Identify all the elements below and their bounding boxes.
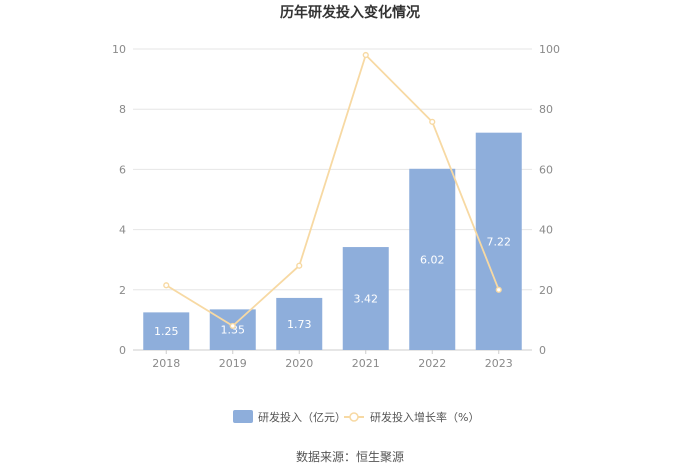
x-tick-label: 2022 xyxy=(418,357,446,370)
left-tick-label: 6 xyxy=(119,163,126,176)
legend: 研发投入（亿元） 研发投入增长率（%） xyxy=(233,410,479,424)
growth-point-2020 xyxy=(296,262,303,269)
legend-bar-label: 研发投入（亿元） xyxy=(258,410,346,424)
bar-2023 xyxy=(475,132,522,350)
growth-point-2019 xyxy=(229,322,236,330)
growth-point-2021 xyxy=(362,51,369,59)
bar-value-label: 7.22 xyxy=(487,235,512,248)
x-tick-label: 2020 xyxy=(285,357,313,370)
bar-value-label: 3.42 xyxy=(354,293,379,306)
left-tick-label: 0 xyxy=(119,344,126,357)
bar-2022 xyxy=(409,168,456,350)
chart-title: 历年研发投入变化情况 xyxy=(280,4,420,21)
legend-item-bar[interactable]: 研发投入（亿元） xyxy=(233,410,346,424)
x-tick-label: 2021 xyxy=(352,357,380,370)
bar-value-label: 1.35 xyxy=(221,324,246,337)
right-tick-label: 0 xyxy=(539,344,546,357)
left-axis: 0 2 4 6 8 10 xyxy=(112,43,126,357)
growth-point-2022 xyxy=(429,118,436,125)
legend-item-line[interactable]: 研发投入增长率（%） xyxy=(344,410,479,424)
gridlines xyxy=(133,48,532,351)
right-tick-label: 40 xyxy=(539,224,553,237)
growth-point-2018 xyxy=(163,282,170,289)
x-tick-label: 2023 xyxy=(485,357,513,370)
right-axis: 0 20 40 60 80 100 xyxy=(539,43,560,357)
line-series xyxy=(163,51,502,330)
bar-series: 1.25 1.35 1.73 3.42 6.02 7.22 xyxy=(143,132,522,350)
right-tick-label: 20 xyxy=(539,284,553,297)
legend-bar-swatch xyxy=(233,410,253,423)
left-tick-label: 10 xyxy=(112,43,126,56)
right-tick-label: 100 xyxy=(539,43,560,56)
growth-point-2023 xyxy=(495,286,502,293)
x-tick-label: 2019 xyxy=(219,357,247,370)
left-tick-label: 4 xyxy=(119,224,126,237)
bar-value-label: 6.02 xyxy=(420,253,445,266)
left-tick-label: 8 xyxy=(119,103,126,116)
bar-2018 xyxy=(143,312,190,350)
right-tick-label: 80 xyxy=(539,103,553,116)
bar-value-label: 1.25 xyxy=(154,325,179,338)
source-note: 数据来源：恒生聚源 xyxy=(296,449,404,464)
right-tick-label: 60 xyxy=(539,163,553,176)
legend-line-label: 研发投入增长率（%） xyxy=(370,410,479,424)
bar-2020 xyxy=(276,297,323,350)
x-axis: 2018 2019 2020 2021 2022 2023 xyxy=(152,350,513,370)
growth-rate-line xyxy=(165,53,500,328)
bar-2021 xyxy=(342,247,389,350)
legend-line-marker xyxy=(349,412,359,422)
x-tick-label: 2018 xyxy=(152,357,180,370)
bar-value-label: 1.73 xyxy=(287,318,312,331)
left-tick-label: 2 xyxy=(119,284,126,297)
